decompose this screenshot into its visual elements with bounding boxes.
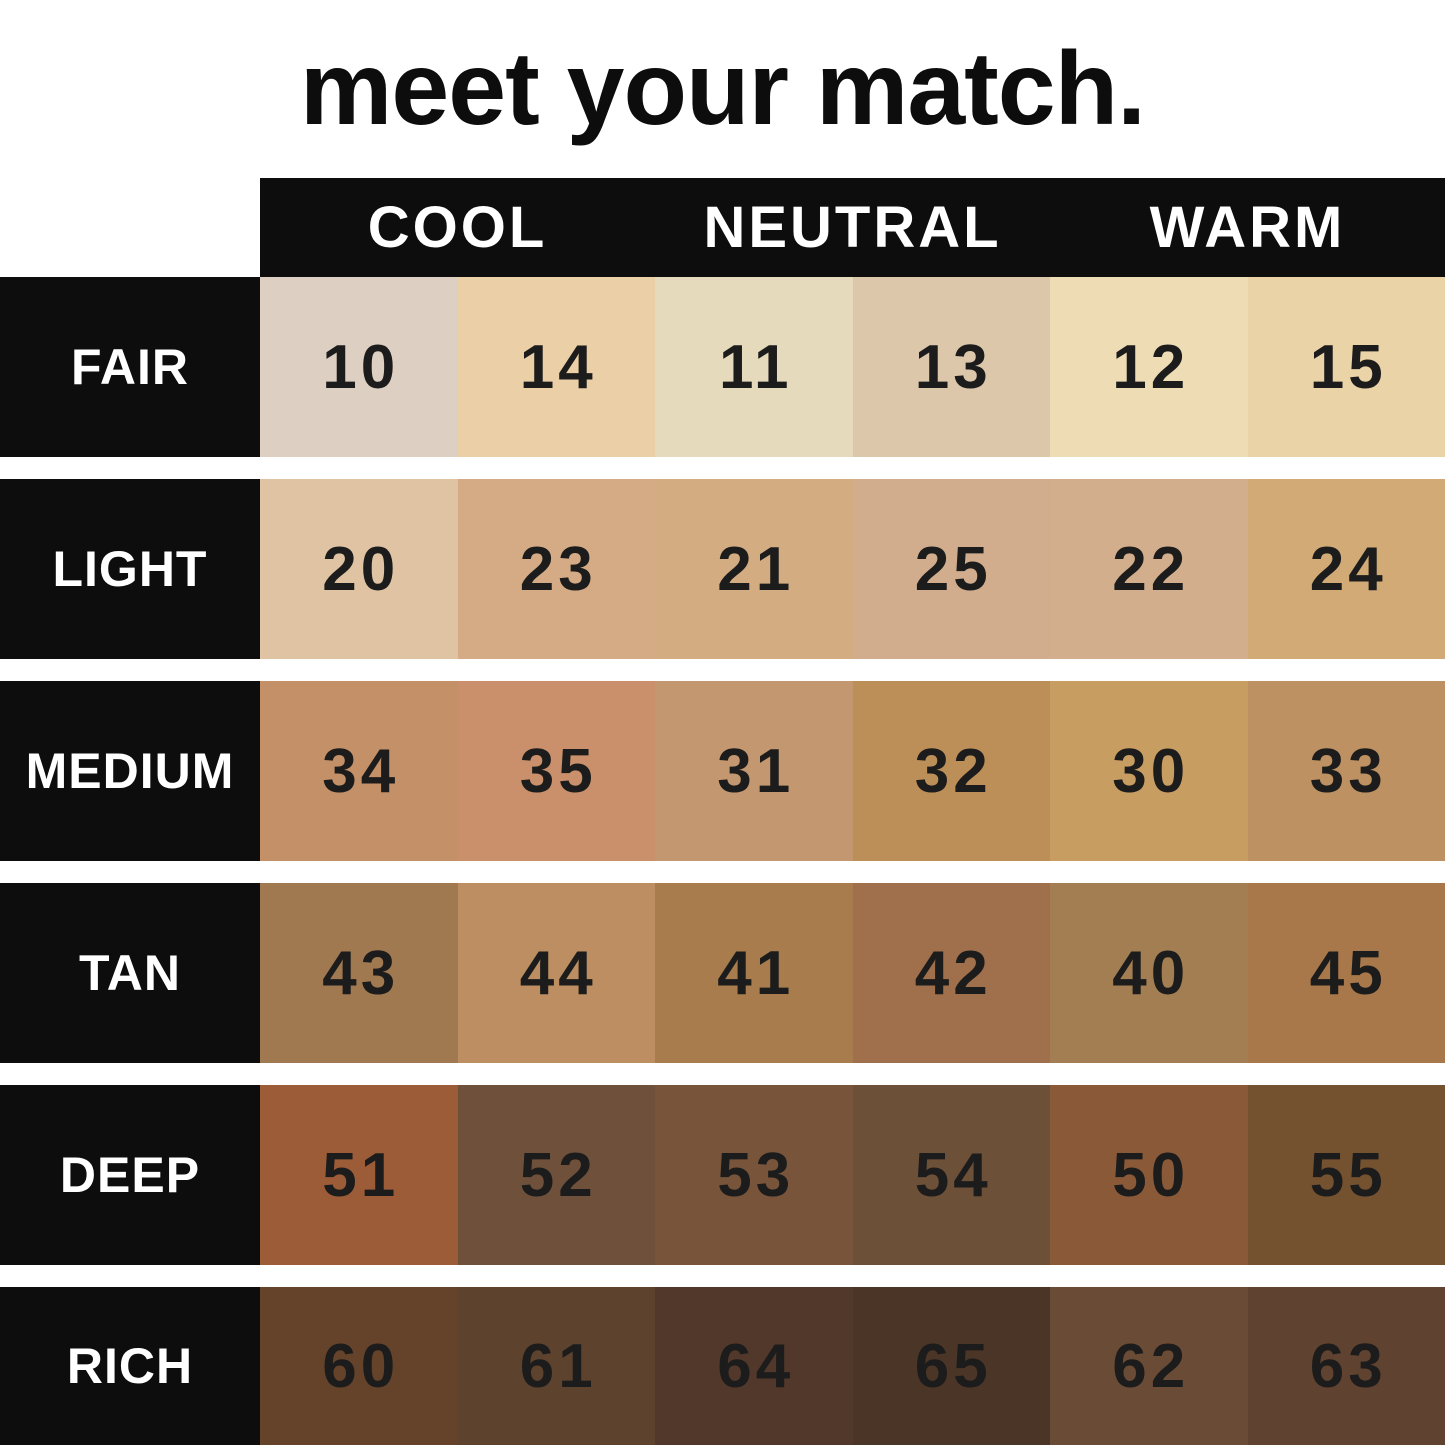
shade-number: 32 — [914, 736, 992, 806]
shade-swatch-group: 20 23 21 25 22 24 — [260, 479, 1445, 659]
shade-swatch: 40 — [1050, 883, 1248, 1063]
shade-row-label: RICH — [0, 1287, 260, 1445]
shade-number: 23 — [519, 534, 597, 604]
shade-number: 12 — [1112, 332, 1190, 402]
title-area: meet your match. — [0, 0, 1445, 178]
shade-swatch-group: 51 52 53 54 50 55 — [260, 1085, 1445, 1265]
shade-number: 41 — [717, 938, 795, 1008]
shade-number: 61 — [519, 1331, 597, 1401]
shade-swatch: 20 — [260, 479, 458, 659]
undertone-label-cool: COOL — [367, 195, 548, 260]
shade-swatch: 65 — [852, 1287, 1050, 1445]
shade-swatch: 54 — [852, 1085, 1050, 1265]
shade-row: LIGHT 20 23 21 25 22 24 — [0, 479, 1445, 659]
shade-number: 15 — [1309, 332, 1387, 402]
shade-row-label: TAN — [0, 883, 260, 1063]
shade-swatch: 30 — [1050, 681, 1248, 861]
shade-swatch: 32 — [852, 681, 1050, 861]
shade-swatch: 24 — [1247, 479, 1445, 659]
shade-swatch: 12 — [1050, 277, 1248, 457]
shade-number: 14 — [519, 332, 597, 402]
shade-number: 63 — [1309, 1331, 1387, 1401]
shade-swatch: 13 — [852, 277, 1050, 457]
shade-swatch: 53 — [655, 1085, 853, 1265]
shade-number: 30 — [1112, 736, 1190, 806]
shade-swatch-group: 60 61 64 65 62 63 — [260, 1287, 1445, 1445]
shade-number: 53 — [717, 1140, 795, 1210]
shade-row-label: LIGHT — [0, 479, 260, 659]
shade-swatch: 22 — [1050, 479, 1248, 659]
shade-number: 55 — [1309, 1140, 1387, 1210]
shade-number: 50 — [1112, 1140, 1190, 1210]
shade-number: 64 — [717, 1331, 795, 1401]
shade-number: 25 — [914, 534, 992, 604]
shade-number: 54 — [914, 1140, 992, 1210]
shade-swatch: 11 — [655, 277, 853, 457]
shade-swatch: 33 — [1247, 681, 1445, 861]
shade-swatch: 25 — [852, 479, 1050, 659]
shade-swatch: 21 — [655, 479, 853, 659]
shade-swatch-group: 43 44 41 42 40 45 — [260, 883, 1445, 1063]
shade-number: 24 — [1309, 534, 1387, 604]
shade-swatch: 41 — [655, 883, 853, 1063]
shade-number: 22 — [1112, 534, 1190, 604]
shade-row: TAN 43 44 41 42 40 45 — [0, 883, 1445, 1063]
shade-swatch: 42 — [852, 883, 1050, 1063]
shade-swatch: 45 — [1247, 883, 1445, 1063]
shade-number: 44 — [519, 938, 597, 1008]
shade-row: RICH 60 61 64 65 62 63 — [0, 1287, 1445, 1445]
shade-row: MEDIUM 34 35 31 32 30 33 — [0, 681, 1445, 861]
shade-swatch: 23 — [457, 479, 655, 659]
shade-number: 20 — [322, 534, 400, 604]
shade-row-label: DEEP — [0, 1085, 260, 1265]
shade-swatch: 15 — [1247, 277, 1445, 457]
shade-number: 13 — [914, 332, 992, 402]
shade-row-label: FAIR — [0, 277, 260, 457]
shade-number: 34 — [322, 736, 400, 806]
shade-swatch: 50 — [1050, 1085, 1248, 1265]
shade-swatch: 55 — [1247, 1085, 1445, 1265]
shade-number: 31 — [717, 736, 795, 806]
undertone-header-bar: COOL NEUTRAL WARM — [260, 178, 1445, 277]
shade-number: 11 — [718, 332, 793, 402]
undertone-label-warm: WARM — [1149, 195, 1346, 260]
shade-swatch: 35 — [457, 681, 655, 861]
shade-number: 35 — [519, 736, 597, 806]
shade-swatch: 51 — [260, 1085, 458, 1265]
shade-swatch: 52 — [457, 1085, 655, 1265]
shade-number: 45 — [1309, 938, 1387, 1008]
shade-number: 62 — [1112, 1331, 1190, 1401]
shade-swatch: 63 — [1247, 1287, 1445, 1445]
undertone-label-neutral: NEUTRAL — [703, 195, 1002, 260]
shade-swatch: 62 — [1050, 1287, 1248, 1445]
shade-number: 40 — [1112, 938, 1190, 1008]
shade-swatch-group: 10 14 11 13 12 15 — [260, 277, 1445, 457]
shade-number: 52 — [519, 1140, 597, 1210]
shade-number: 42 — [914, 938, 992, 1008]
shade-number: 21 — [717, 534, 795, 604]
shade-number: 33 — [1309, 736, 1387, 806]
shade-swatch: 10 — [260, 277, 458, 457]
shade-number: 51 — [322, 1140, 400, 1210]
shade-number: 65 — [914, 1331, 992, 1401]
shade-number: 60 — [322, 1331, 400, 1401]
shade-row: FAIR 10 14 11 13 12 15 — [0, 277, 1445, 457]
shade-swatch: 43 — [260, 883, 458, 1063]
shade-swatch: 31 — [655, 681, 853, 861]
shade-swatch: 34 — [260, 681, 458, 861]
shade-swatch: 64 — [655, 1287, 853, 1445]
shade-number: 10 — [322, 332, 400, 402]
shade-swatch: 44 — [457, 883, 655, 1063]
shade-row: DEEP 51 52 53 54 50 55 — [0, 1085, 1445, 1265]
shade-swatch: 61 — [457, 1287, 655, 1445]
shade-rows-container: FAIR 10 14 11 13 12 15 LIGHT 20 23 21 25… — [0, 277, 1445, 1445]
shade-swatch: 60 — [260, 1287, 458, 1445]
shade-row-label: MEDIUM — [0, 681, 260, 861]
shade-swatch: 14 — [457, 277, 655, 457]
shade-swatch-group: 34 35 31 32 30 33 — [260, 681, 1445, 861]
shade-number: 43 — [322, 938, 400, 1008]
page-title: meet your match. — [299, 30, 1146, 147]
